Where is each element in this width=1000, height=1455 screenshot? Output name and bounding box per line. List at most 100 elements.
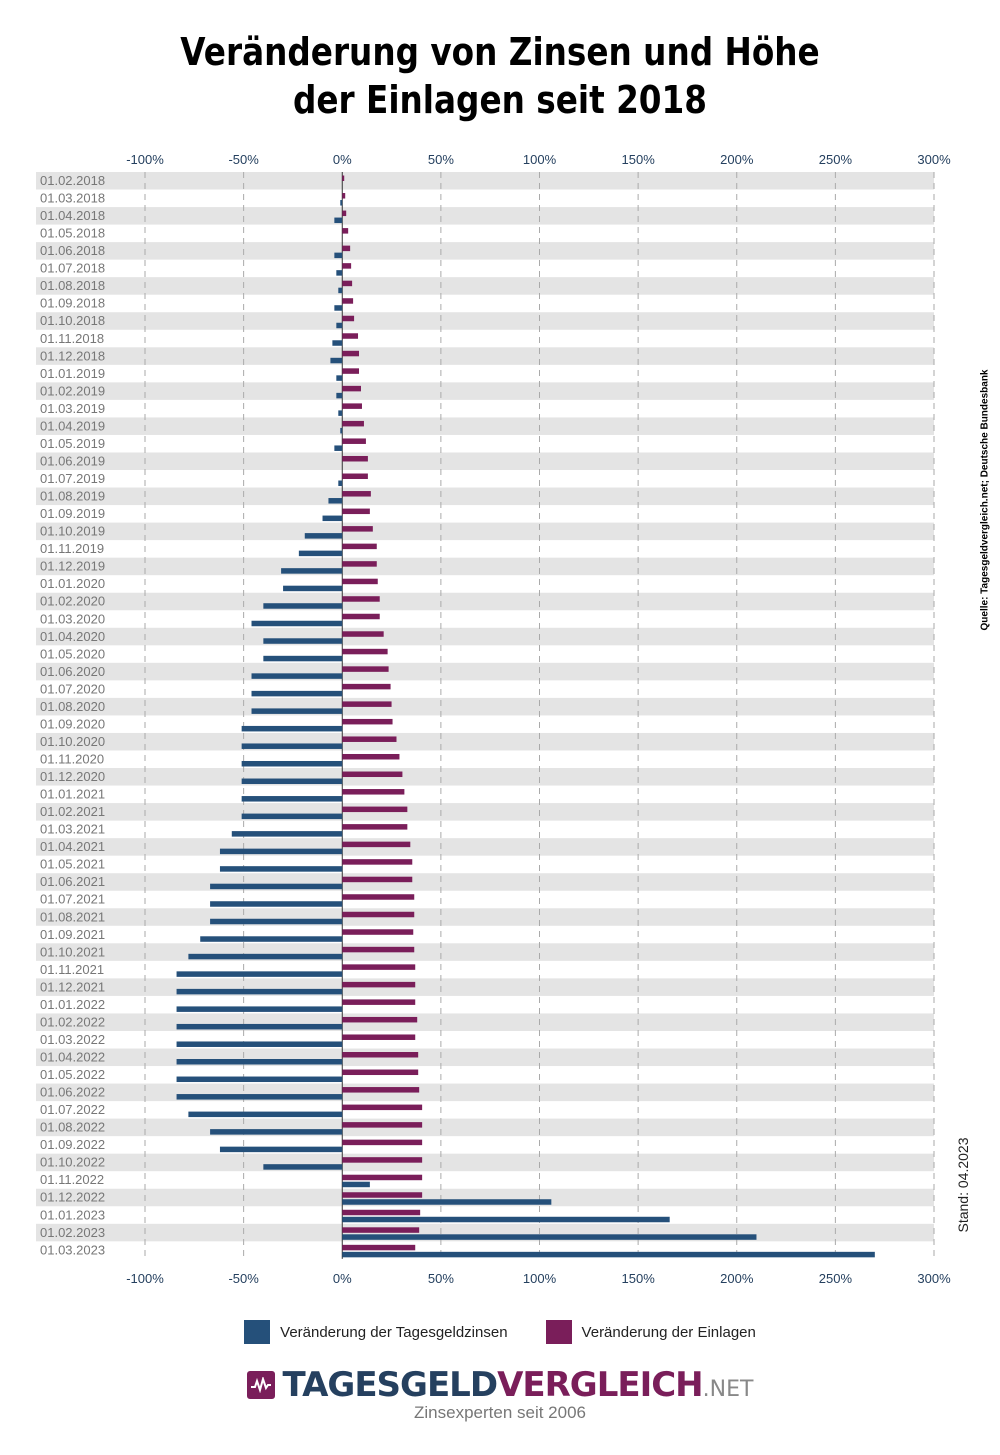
bar-tagesgeldzinsen <box>283 585 343 592</box>
bar-tagesgeldzinsen <box>251 673 343 679</box>
bar-tagesgeldzinsen <box>176 1023 343 1030</box>
bar-einlagen <box>342 438 366 444</box>
bar-einlagen <box>342 1192 423 1198</box>
bar-tagesgeldzinsen <box>336 392 343 399</box>
bar-tagesgeldzinsen <box>210 883 343 890</box>
category-label: 01.07.2022 <box>40 1102 105 1117</box>
bar-einlagen <box>342 193 346 199</box>
category-label: 01.03.2018 <box>40 191 105 206</box>
category-label: 01.08.2019 <box>40 489 105 504</box>
x-tick-label-top: 300% <box>917 152 951 167</box>
x-tick-label-bottom: 50% <box>428 1271 454 1286</box>
bar-tagesgeldzinsen <box>328 498 343 504</box>
category-label: 01.11.2018 <box>40 331 104 346</box>
bar-einlagen <box>342 508 370 515</box>
category-label: 01.10.2019 <box>40 524 105 539</box>
legend-swatch-einlagen <box>545 1320 572 1344</box>
bar-einlagen <box>342 666 389 672</box>
bar-einlagen <box>342 859 413 865</box>
bar-tagesgeldzinsen <box>241 743 343 749</box>
x-tick-label-top: 0% <box>333 152 352 167</box>
bar-tagesgeldzinsen <box>176 1006 343 1012</box>
x-tick-label-bottom: 0% <box>333 1271 352 1286</box>
category-label: 01.04.2020 <box>40 629 105 644</box>
category-label: 01.02.2023 <box>40 1225 105 1240</box>
bar-tagesgeldzinsen <box>334 445 343 451</box>
row-stripe <box>36 417 934 435</box>
bar-einlagen <box>342 1087 420 1093</box>
row-stripe <box>36 908 934 926</box>
row-stripe <box>36 382 934 400</box>
bar-tagesgeldzinsen <box>210 901 343 907</box>
bar-einlagen <box>342 175 345 181</box>
row-stripe <box>36 347 934 365</box>
bar-tagesgeldzinsen <box>336 322 343 329</box>
row-stripe <box>36 803 934 821</box>
bar-einlagen <box>342 648 388 655</box>
category-label: 01.02.2022 <box>40 1014 105 1029</box>
category-label: 01.10.2022 <box>40 1155 105 1170</box>
bar-einlagen <box>342 1069 419 1076</box>
bar-tagesgeldzinsen <box>251 620 343 627</box>
bar-tagesgeldzinsen <box>219 848 343 855</box>
chart-title-line-2: der Einlagen seit 2018 <box>292 78 708 122</box>
bar-tagesgeldzinsen <box>342 1181 370 1188</box>
category-label: 01.12.2020 <box>40 769 105 784</box>
category-label: 01.12.2019 <box>40 559 105 574</box>
bar-einlagen <box>342 1016 418 1023</box>
bar-einlagen <box>342 789 405 795</box>
bar-tagesgeldzinsen <box>219 866 343 872</box>
category-label: 01.05.2021 <box>40 857 105 872</box>
bar-tagesgeldzinsen <box>241 796 343 802</box>
bar-einlagen <box>342 929 414 935</box>
x-tick-label-bottom: 200% <box>720 1271 754 1286</box>
brand-chart-icon <box>246 1371 275 1399</box>
x-tick-label-top: 50% <box>428 152 454 167</box>
bar-tagesgeldzinsen <box>263 1164 343 1170</box>
bar-tagesgeldzinsen <box>332 340 343 346</box>
row-stripe <box>36 1083 934 1102</box>
bar-einlagen <box>342 333 359 339</box>
row-stripe <box>36 697 934 716</box>
row-stripe <box>36 172 934 190</box>
bar-einlagen <box>342 350 360 357</box>
legend-label-einlagen: Veränderung der Einlagen <box>581 1323 756 1341</box>
bar-einlagen <box>342 964 416 970</box>
row-stripe <box>36 312 934 330</box>
bar-tagesgeldzinsen <box>219 1146 343 1153</box>
category-label: 01.03.2020 <box>40 611 105 626</box>
row-stripe <box>36 452 934 471</box>
category-label: 01.09.2019 <box>40 506 105 521</box>
category-label: 01.09.2020 <box>40 716 105 731</box>
row-stripe <box>36 627 934 646</box>
category-label: 01.02.2019 <box>40 383 105 398</box>
category-label: 01.04.2019 <box>40 418 105 433</box>
bar-einlagen <box>342 631 384 637</box>
bar-einlagen <box>342 1227 420 1233</box>
bar-einlagen <box>342 718 393 725</box>
bar-einlagen <box>342 368 360 374</box>
row-stripe <box>36 487 934 506</box>
bar-einlagen <box>342 403 362 409</box>
category-label: 01.04.2022 <box>40 1050 105 1065</box>
bar-einlagen <box>342 753 400 760</box>
category-label: 01.02.2020 <box>40 594 105 609</box>
row-stripe <box>36 943 934 961</box>
x-tick-label-bottom: 150% <box>622 1271 656 1286</box>
category-label: 01.12.2021 <box>40 979 105 994</box>
category-label: 01.06.2022 <box>40 1085 105 1100</box>
x-tick-label-top: 100% <box>523 152 557 167</box>
category-label: 01.11.2022 <box>40 1172 104 1187</box>
bar-tagesgeldzinsen <box>176 1059 343 1065</box>
category-label: 01.05.2019 <box>40 436 105 451</box>
bar-einlagen <box>342 683 391 690</box>
bar-tagesgeldzinsen <box>241 813 343 820</box>
bar-einlagen <box>342 1104 423 1111</box>
bar-einlagen <box>342 736 397 742</box>
x-tick-label-bottom: 300% <box>917 1271 951 1286</box>
bar-tagesgeldzinsen <box>176 1076 343 1083</box>
category-label: 01.06.2019 <box>40 453 105 468</box>
category-label: 01.02.2021 <box>40 804 105 819</box>
x-tick-label-bottom: 250% <box>819 1271 853 1286</box>
bar-einlagen <box>342 1174 423 1181</box>
